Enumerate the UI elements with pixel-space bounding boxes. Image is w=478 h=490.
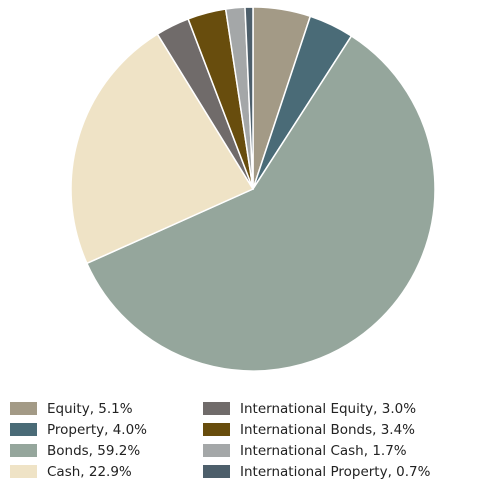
legend-swatch: [10, 423, 37, 436]
legend-swatch: [203, 444, 230, 457]
legend-label: International Bonds, 3.4%: [240, 421, 416, 438]
legend-column-2: International Equity, 3.0% International…: [203, 398, 430, 482]
legend-item-cash: Cash, 22.9%: [10, 461, 147, 482]
legend-swatch: [10, 465, 37, 478]
legend-label: International Property, 0.7%: [240, 463, 431, 480]
legend-item-international-equity: International Equity, 3.0%: [203, 398, 430, 419]
pie-slice-bonds: [86, 35, 436, 372]
legend-swatch: [203, 423, 230, 436]
legend-swatch: [203, 465, 230, 478]
legend-item-bonds: Bonds, 59.2%: [10, 440, 147, 461]
legend-label: Bonds, 59.2%: [47, 442, 141, 459]
legend-label: Equity, 5.1%: [47, 400, 133, 417]
legend-item-equity: Equity, 5.1%: [10, 398, 147, 419]
pie-slice-cash: [70, 33, 254, 265]
legend-label: International Cash, 1.7%: [240, 442, 407, 459]
legend-item-international-bonds: International Bonds, 3.4%: [203, 419, 430, 440]
legend-item-international-property: International Property, 0.7%: [203, 461, 430, 482]
legend-label: Cash, 22.9%: [47, 463, 132, 480]
legend-swatch: [10, 444, 37, 457]
legend-swatch: [203, 402, 230, 415]
legend-item-property: Property, 4.0%: [10, 419, 147, 440]
legend-column-1: Equity, 5.1% Property, 4.0% Bonds, 59.2%…: [10, 398, 147, 482]
legend-swatch: [10, 402, 37, 415]
legend-item-international-cash: International Cash, 1.7%: [203, 440, 430, 461]
legend-label: Property, 4.0%: [47, 421, 148, 438]
pie-chart: [70, 6, 436, 372]
legend-label: International Equity, 3.0%: [240, 400, 417, 417]
pie-slice-international-property: [244, 6, 254, 190]
